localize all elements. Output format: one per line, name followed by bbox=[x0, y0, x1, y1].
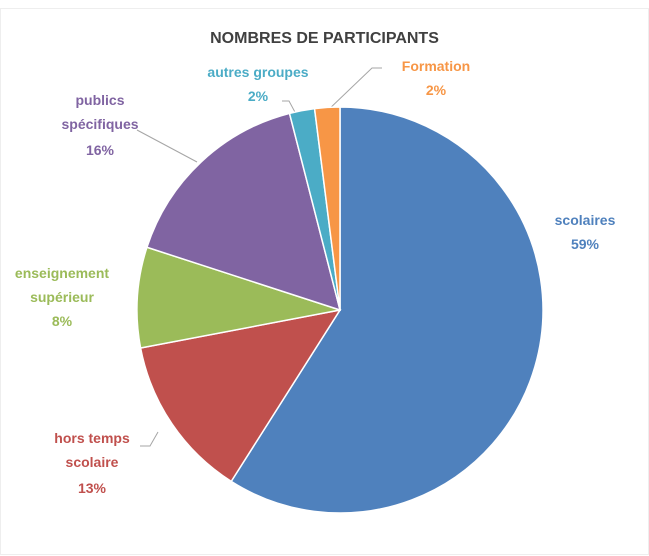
category-label: enseignement supérieur bbox=[14, 265, 110, 305]
pie-slice bbox=[145, 112, 342, 312]
leader-line bbox=[282, 100, 297, 115]
leader-line bbox=[140, 431, 159, 447]
category-label: publics spécifiques bbox=[61, 92, 139, 132]
pie-slice bbox=[139, 308, 342, 483]
value-label: 2% bbox=[425, 82, 447, 98]
value-label: 13% bbox=[77, 480, 107, 496]
value-label: 8% bbox=[51, 313, 73, 329]
value-label: 16% bbox=[85, 142, 115, 158]
chart-title: NOMBRES DE PARTICIPANTS bbox=[210, 30, 439, 47]
leader-line bbox=[136, 129, 198, 163]
category-label: Formation bbox=[401, 58, 471, 74]
pie-slice bbox=[230, 106, 544, 514]
category-label: autres groupes bbox=[207, 64, 309, 80]
pie-slice bbox=[313, 106, 341, 311]
value-label: 2% bbox=[247, 88, 269, 104]
pie-slice bbox=[136, 246, 341, 349]
category-label: hors temps scolaire bbox=[54, 430, 130, 470]
value-label: 59% bbox=[570, 236, 600, 252]
category-label: scolaires bbox=[554, 212, 616, 228]
leader-line bbox=[325, 67, 382, 113]
